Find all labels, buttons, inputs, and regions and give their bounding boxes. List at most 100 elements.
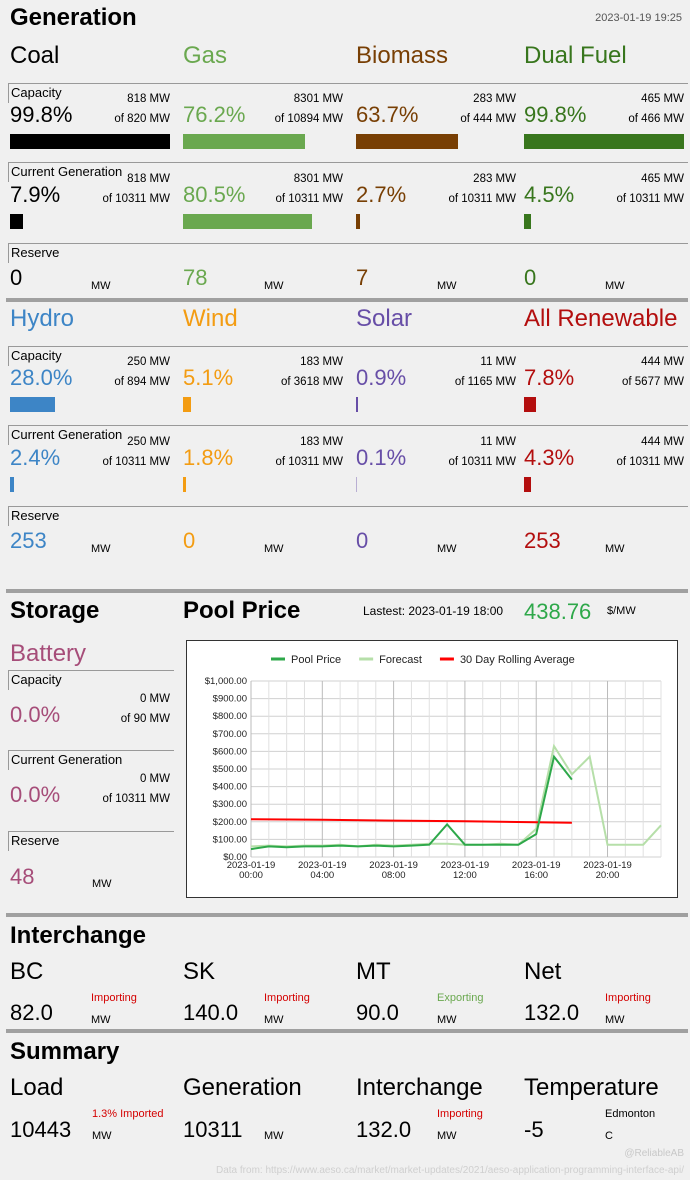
all-renewable-reserve-unit: MW [605, 543, 625, 555]
all-renewable-label: All Renewable [524, 305, 678, 332]
x-tick-label: 08:00 [382, 870, 406, 881]
interchange-bc-unit: MW [91, 1014, 111, 1026]
coal-current-bar [10, 214, 23, 229]
biomass-capacity-bar [356, 134, 458, 149]
dual-fuel-current-mw: 465 MW of 10311 MW [616, 173, 684, 205]
gas-reserve-value: 78 [183, 265, 208, 290]
hydro-current-bar [10, 477, 14, 492]
solar-capacity-bar [356, 397, 358, 412]
summary-interchange-label: Interchange [356, 1074, 483, 1101]
wind-current-pct: 1.8% [183, 445, 234, 470]
interchange-net-value: 132.0 [524, 1000, 580, 1025]
interchange-mt-status: Exporting [437, 992, 484, 1004]
gas-reserve-unit: MW [264, 280, 284, 292]
row-rule [8, 346, 688, 347]
x-tick-label: 04:00 [310, 870, 334, 881]
row-rule [8, 346, 9, 366]
gas-current-pct: 80.5% [183, 182, 246, 207]
summary-temperature-city: Edmonton [605, 1108, 656, 1120]
solar-label: Solar [356, 305, 413, 332]
all-renewable-capacity-pct: 7.8% [524, 365, 575, 390]
interchange-sk-value: 140.0 [183, 1000, 239, 1025]
gas-capacity-bar [183, 134, 305, 149]
dual-fuel-label: Dual Fuel [524, 42, 627, 69]
battery-capacity-mw: 0 MW of 90 MW [120, 693, 170, 725]
row-rule [8, 162, 9, 182]
section-divider [6, 1029, 688, 1033]
biomass-reserve-value: 7 [356, 265, 369, 290]
battery-current-pct: 0.0% [10, 782, 61, 807]
y-tick-label: $600.00 [213, 746, 247, 757]
x-tick-label: 00:00 [239, 870, 263, 881]
hydro-reserve-value: 253 [10, 528, 47, 553]
interchange-net-unit: MW [605, 1014, 625, 1026]
biomass-current-bar [356, 214, 360, 229]
dual-fuel-reserve-unit: MW [605, 280, 625, 292]
solar-current-mw: 11 MW of 10311 MW [448, 436, 516, 468]
hydro-label: Hydro [10, 305, 75, 332]
summary-interchange-value: 132.0 [356, 1117, 412, 1142]
pool-price-latest-label: Lastest: 2023-01-19 18:00 [363, 604, 504, 618]
dual-fuel-capacity-mw: 465 MW of 466 MW [628, 93, 684, 125]
series-line-30-day-rolling-average [250, 818, 572, 824]
reserve-row-label: Reserve [11, 245, 60, 260]
coal-current-pct: 7.9% [10, 182, 61, 207]
summary-load-unit: MW [92, 1130, 112, 1142]
interchange-mt-label: MT [356, 958, 391, 985]
row-rule [8, 670, 9, 690]
timestamp: 2023-01-19 19:25 [595, 12, 682, 24]
interchange-net-label: Net [524, 958, 562, 985]
y-tick-label: $1,000.00 [205, 676, 247, 687]
solar-capacity-mw: 11 MW of 1165 MW [454, 356, 516, 388]
pool-price-value: 438.76 [524, 599, 592, 624]
capacity-row-label: Capacity [11, 85, 62, 100]
pool-price-unit: $/MW [607, 605, 636, 617]
x-tick-label: 2023-01-19 [298, 860, 347, 871]
summary-interchange-note: Importing [437, 1108, 483, 1120]
row-rule [8, 243, 9, 263]
summary-load-value: 10443 [10, 1117, 72, 1142]
row-rule [8, 750, 9, 770]
gas-current-mw: 8301 MW of 10311 MW [275, 173, 343, 205]
battery-current-mw: 0 MW of 10311 MW [102, 773, 170, 805]
watermark-handle: @ReliableAB [624, 1148, 684, 1159]
coal-reserve-value: 0 [10, 265, 23, 290]
summary-temperature-value: -5 [524, 1117, 544, 1142]
x-tick-label: 12:00 [453, 870, 477, 881]
wind-reserve-unit: MW [264, 543, 284, 555]
storage-title: Storage [10, 597, 100, 624]
gas-current-bar [183, 214, 312, 229]
legend-label-pool-price: Pool Price [291, 654, 341, 666]
coal-reserve-unit: MW [91, 280, 111, 292]
dual-fuel-current-pct: 4.5% [524, 182, 575, 207]
wind-current-mw: 183 MW of 10311 MW [275, 436, 343, 468]
section-divider [6, 913, 688, 917]
y-tick-label: $100.00 [213, 834, 247, 845]
summary-temperature-label: Temperature [524, 1074, 659, 1101]
x-tick-label: 20:00 [596, 870, 620, 881]
y-tick-label: $400.00 [213, 782, 247, 793]
summary-generation-unit: MW [264, 1130, 284, 1142]
y-tick-label: $700.00 [213, 729, 247, 740]
battery-reserve-label: Reserve [11, 833, 60, 848]
battery-reserve-unit: MW [92, 878, 112, 890]
battery-capacity-label: Capacity [11, 672, 62, 687]
biomass-capacity-pct: 63.7% [356, 102, 419, 127]
row-rule [8, 243, 688, 244]
summary-generation-label: Generation [183, 1074, 302, 1101]
hydro-capacity-bar [10, 397, 55, 412]
biomass-current-pct: 2.7% [356, 182, 407, 207]
interchange-net-status: Importing [605, 992, 651, 1004]
x-tick-label: 2023-01-19 [369, 860, 418, 871]
interchange-bc-label: BC [10, 958, 44, 985]
wind-capacity-pct: 5.1% [183, 365, 234, 390]
row-rule [8, 506, 688, 507]
dual-fuel-capacity-pct: 99.8% [524, 102, 587, 127]
wind-reserve-value: 0 [183, 528, 196, 553]
current-row-label: Current Generation [11, 427, 123, 442]
section-divider [6, 298, 688, 302]
wind-current-bar [183, 477, 186, 492]
interchange-mt-value: 90.0 [356, 1000, 399, 1025]
x-tick-label: 2023-01-19 [583, 860, 632, 871]
interchange-bc-value: 82.0 [10, 1000, 53, 1025]
